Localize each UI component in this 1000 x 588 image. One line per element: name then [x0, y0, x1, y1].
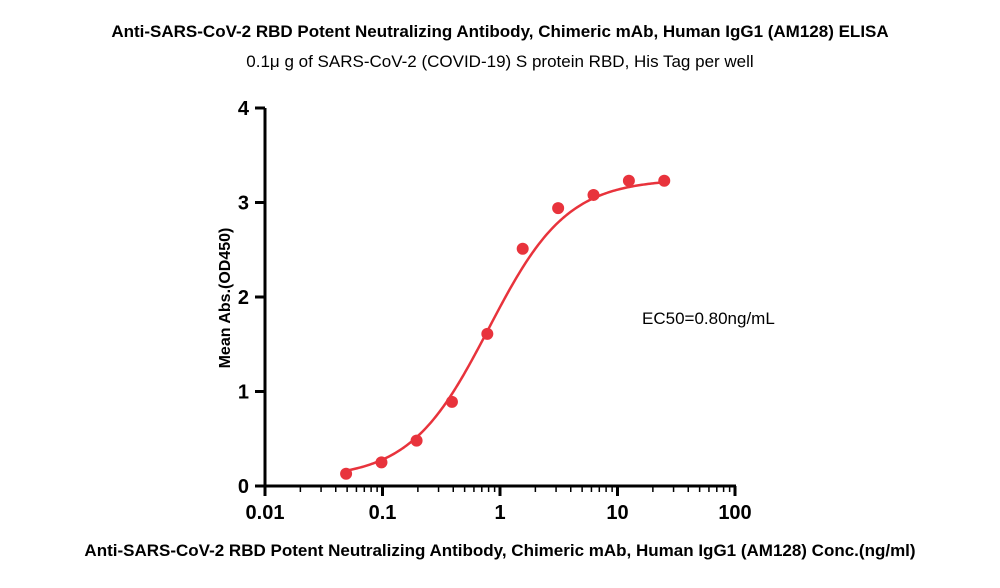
y-tick-label: 3: [238, 193, 249, 215]
x-tick-label: 100: [718, 502, 751, 524]
x-tick-label: 1: [494, 502, 505, 524]
x-axis-label: Anti-SARS-CoV-2 RBD Potent Neutralizing …: [84, 541, 916, 560]
fit-curve: [345, 181, 665, 472]
chart-subtitle: 0.1μ g of SARS-CoV-2 (COVID-19) S protei…: [246, 52, 754, 71]
x-tick-label: 10: [606, 502, 628, 524]
x-tick-label: 0.01: [246, 502, 285, 524]
y-axis-label: Mean Abs.(OD450): [217, 228, 234, 369]
y-tick-label: 4: [238, 98, 250, 120]
y-tick-label: 1: [238, 382, 249, 404]
series-layer: [340, 174, 671, 480]
data-point: [340, 467, 353, 480]
data-point: [622, 174, 635, 187]
ec50-annotation: EC50=0.80ng/mL: [642, 309, 775, 328]
x-ticks: 0.01 0.1 1 10 100: [246, 486, 752, 524]
y-tick-label: 0: [238, 476, 249, 498]
y-ticks: 0 1 2 3 4: [238, 98, 265, 498]
chart-title: Anti-SARS-CoV-2 RBD Potent Neutralizing …: [111, 22, 889, 41]
data-point: [375, 456, 388, 469]
axes: [263, 108, 736, 488]
data-point: [552, 202, 565, 215]
x-tick-label: 0.1: [369, 502, 397, 524]
data-point: [445, 395, 458, 408]
data-point: [481, 327, 494, 340]
y-tick-label: 2: [238, 287, 249, 309]
data-point: [410, 434, 423, 447]
data-point: [516, 242, 529, 255]
data-point: [658, 174, 671, 187]
data-point: [587, 188, 600, 201]
